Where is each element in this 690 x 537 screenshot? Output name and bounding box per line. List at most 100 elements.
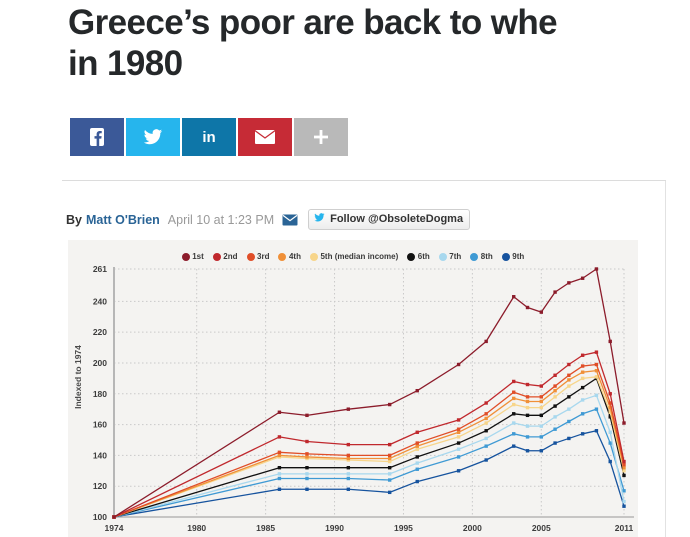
legend-item-2nd[interactable]: 2nd — [212, 252, 238, 261]
data-point — [567, 384, 571, 388]
data-point — [346, 472, 351, 476]
legend-item-1st[interactable]: 1st — [181, 252, 204, 261]
data-point — [539, 310, 543, 314]
byline-author-link[interactable]: Matt O'Brien — [85, 212, 160, 227]
data-point — [305, 452, 309, 456]
y-tick-label: 180 — [93, 389, 107, 399]
email-author-icon[interactable] — [282, 214, 298, 226]
data-point — [456, 455, 461, 459]
data-point — [608, 339, 612, 344]
legend-item-6th[interactable]: 6th — [407, 252, 430, 261]
headline-line-1: Greece’s poor are back to whe — [68, 3, 558, 42]
data-point — [415, 461, 419, 465]
data-point — [567, 373, 571, 377]
data-point — [622, 473, 626, 478]
y-tick-label: 261 — [93, 264, 107, 274]
data-point — [387, 490, 392, 495]
data-point — [512, 396, 516, 401]
x-tick-label: 1995 — [394, 523, 413, 533]
legend-item-3rd[interactable]: 3rd — [246, 252, 270, 261]
data-point — [387, 472, 392, 476]
data-point — [387, 442, 392, 447]
y-tick-label: 160 — [93, 420, 107, 430]
data-point — [484, 416, 488, 421]
plus-icon — [312, 128, 330, 146]
data-point — [484, 401, 488, 405]
legend-swatch-icon — [438, 252, 447, 261]
legend-item-5th[interactable]: 5th (median income) — [309, 252, 398, 261]
legend-label: 8th — [480, 252, 493, 261]
column-divider — [665, 181, 666, 537]
data-point — [622, 469, 626, 473]
data-point — [539, 435, 543, 439]
data-point — [525, 399, 530, 404]
data-point — [277, 450, 282, 455]
follow-label: Follow @ObsoleteDogma — [330, 213, 464, 225]
data-point — [346, 487, 351, 491]
share-more-button[interactable] — [294, 118, 348, 156]
share-linkedin-button[interactable]: in — [182, 118, 236, 156]
y-tick-label: 140 — [93, 450, 107, 460]
share-facebook-button[interactable] — [70, 118, 124, 156]
data-point — [608, 405, 612, 410]
share-email-button[interactable] — [238, 118, 292, 156]
data-point — [346, 407, 351, 411]
data-point — [580, 412, 585, 416]
legend-label: 1st — [192, 252, 204, 261]
y-tick-label: 220 — [93, 327, 107, 337]
data-point — [622, 462, 626, 467]
data-point — [580, 432, 585, 436]
data-point — [305, 466, 309, 470]
legend-swatch-icon — [278, 252, 287, 261]
data-point — [622, 466, 626, 470]
legend-item-7th[interactable]: 7th — [438, 252, 461, 261]
data-point — [553, 373, 557, 377]
legend-label: 3rd — [257, 252, 270, 261]
data-point — [277, 472, 282, 476]
data-point — [580, 398, 585, 402]
twitter-follow-button[interactable]: Follow @ObsoleteDogma — [308, 209, 471, 230]
data-point — [594, 350, 599, 354]
data-point — [387, 456, 392, 461]
data-point — [539, 399, 543, 404]
data-point — [277, 453, 282, 458]
legend-item-4th[interactable]: 4th — [278, 252, 301, 261]
legend-item-9th[interactable]: 9th — [501, 252, 524, 261]
data-point — [622, 489, 626, 493]
twitter-icon — [142, 127, 164, 147]
legend-item-8th[interactable]: 8th — [470, 252, 493, 261]
data-point — [553, 441, 557, 445]
data-point — [512, 432, 516, 436]
series-line-2nd — [113, 351, 625, 518]
data-point — [553, 395, 557, 399]
data-point — [346, 476, 351, 481]
header-divider — [62, 180, 666, 181]
data-point — [580, 376, 585, 381]
data-point — [415, 479, 419, 484]
legend-label: 4th — [288, 252, 301, 261]
data-point — [456, 441, 461, 445]
data-point — [539, 424, 543, 428]
x-tick-label: 1990 — [325, 523, 344, 533]
x-tick-label: 2000 — [463, 523, 482, 533]
data-point — [553, 290, 557, 294]
data-point — [484, 429, 488, 433]
data-point — [512, 379, 516, 384]
share-twitter-button[interactable] — [126, 118, 180, 156]
data-point — [553, 404, 557, 408]
data-point — [277, 410, 282, 414]
data-point — [539, 405, 543, 410]
data-point — [484, 339, 488, 344]
data-point — [456, 435, 461, 439]
data-point — [525, 435, 530, 439]
data-point — [512, 402, 516, 407]
data-point — [525, 424, 530, 428]
x-tick-label: 1974 — [105, 523, 124, 533]
data-point — [525, 395, 530, 399]
data-point — [580, 353, 585, 357]
data-point — [305, 455, 309, 459]
data-point — [608, 430, 612, 434]
data-point — [580, 385, 585, 390]
data-point — [415, 441, 419, 445]
data-point — [594, 429, 599, 433]
